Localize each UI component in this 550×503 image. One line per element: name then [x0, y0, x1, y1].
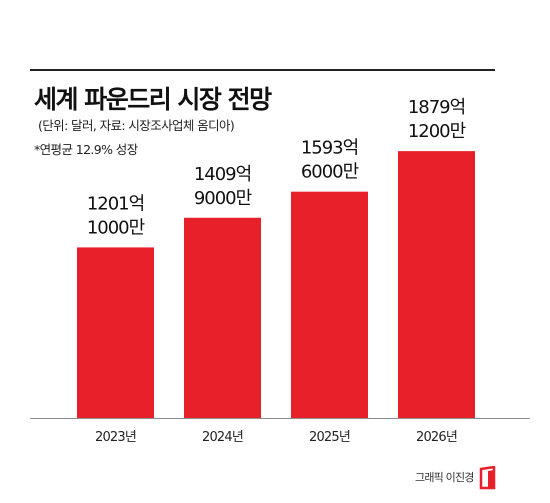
logo-fill [488, 470, 494, 488]
graphic-credit: 그래픽 이진경 [415, 471, 474, 484]
data-label: 9000만 [194, 188, 252, 209]
data-label: 1593억 [301, 138, 358, 159]
x-tick-label: 2024년 [202, 430, 243, 445]
growth-note: *연평균 12.9% 성장 [34, 142, 138, 157]
bar-2026년 [398, 151, 475, 419]
book-logo-icon [479, 466, 496, 490]
data-label: 1200만 [408, 121, 466, 142]
chart-subtitle: (단위: 달러, 자료: 시장조사업체 옴디아) [38, 118, 235, 133]
x-tick-label: 2023년 [95, 430, 136, 445]
bar-2024년 [184, 217, 261, 418]
data-label: 1000만 [87, 217, 145, 238]
x-tick-label: 2026년 [416, 430, 457, 445]
data-label: 1879억 [408, 97, 465, 118]
chart-title: 세계 파운드리 시장 전망 [34, 85, 272, 114]
data-label: 6000만 [301, 162, 359, 183]
data-label: 1201억 [87, 193, 144, 214]
bar-2025년 [291, 191, 368, 418]
data-label: 1409억 [194, 164, 251, 185]
x-tick-label: 2025년 [309, 430, 350, 445]
top-rule [30, 69, 495, 71]
bar-2023년 [77, 247, 154, 418]
